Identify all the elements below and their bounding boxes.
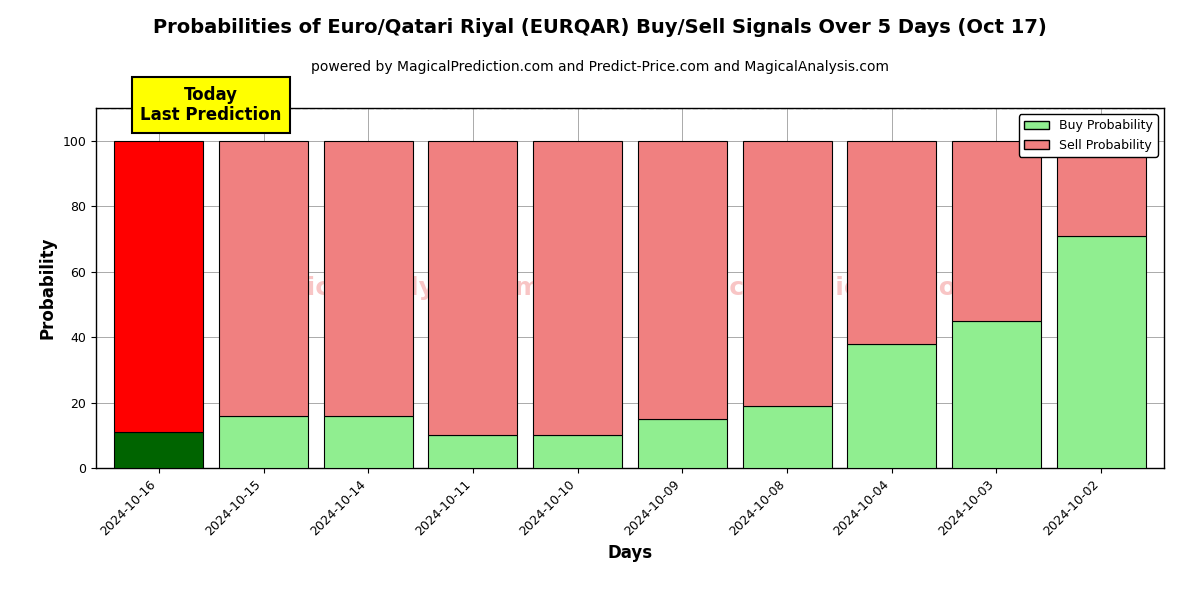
Bar	[952, 141, 1040, 321]
Legend: Buy Probability, Sell Probability: Buy Probability, Sell Probability	[1019, 114, 1158, 157]
Bar	[220, 416, 308, 468]
Text: Probabilities of Euro/Qatari Riyal (EURQAR) Buy/Sell Signals Over 5 Days (Oct 17: Probabilities of Euro/Qatari Riyal (EURQ…	[154, 18, 1046, 37]
Bar	[638, 141, 727, 419]
Bar	[324, 141, 413, 416]
Bar	[847, 344, 936, 468]
Bar	[533, 141, 622, 435]
Bar	[428, 435, 517, 468]
X-axis label: Days: Days	[607, 544, 653, 562]
Bar	[533, 435, 622, 468]
Bar	[114, 141, 203, 432]
Text: powered by MagicalPrediction.com and Predict-Price.com and MagicalAnalysis.com: powered by MagicalPrediction.com and Pre…	[311, 60, 889, 74]
Bar	[743, 141, 832, 406]
Text: Today
Last Prediction: Today Last Prediction	[140, 86, 282, 124]
Bar	[220, 141, 308, 416]
Bar	[1057, 236, 1146, 468]
Text: MagicalAnalysis.com: MagicalAnalysis.com	[248, 276, 542, 300]
Bar	[638, 419, 727, 468]
Bar	[1057, 141, 1146, 236]
Bar	[428, 141, 517, 435]
Bar	[847, 141, 936, 344]
Bar	[114, 432, 203, 468]
Bar	[324, 416, 413, 468]
Bar	[743, 406, 832, 468]
Text: MagicalPrediction.com: MagicalPrediction.com	[661, 276, 983, 300]
Bar	[952, 321, 1040, 468]
Y-axis label: Probability: Probability	[38, 237, 56, 339]
